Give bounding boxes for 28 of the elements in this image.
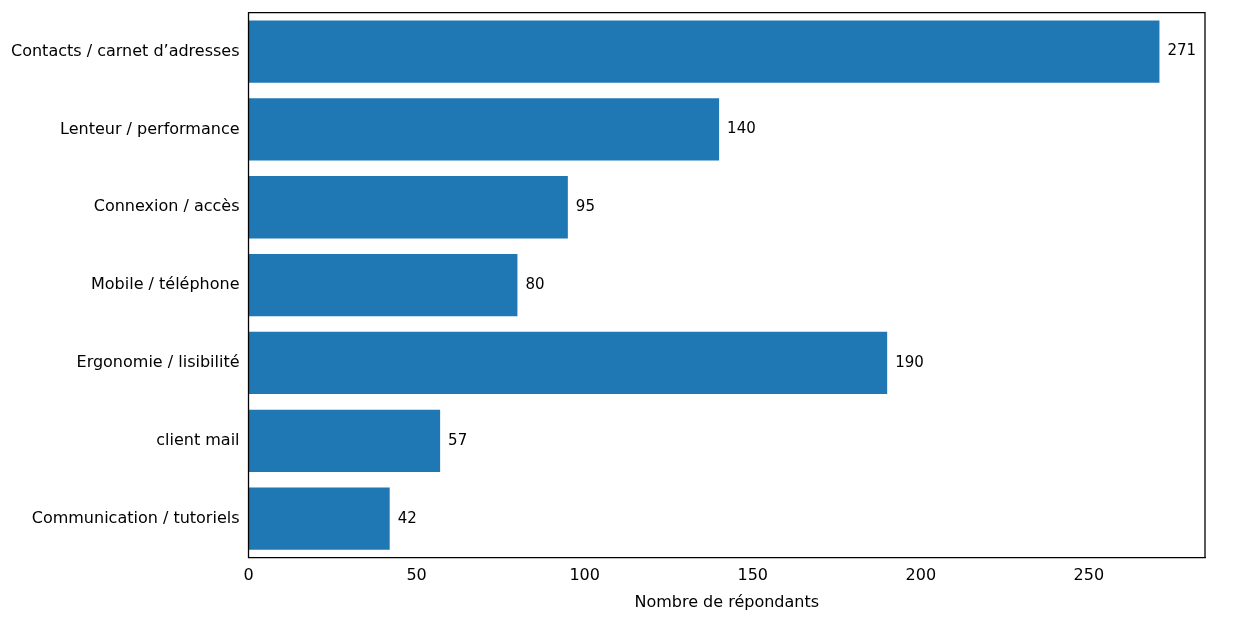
y-tick-label: Ergonomie / lisibilité xyxy=(76,352,240,372)
x-axis-title: Nombre de répondants xyxy=(634,591,820,611)
bar xyxy=(248,20,1160,83)
x-tick-label: 150 xyxy=(737,565,768,585)
bar xyxy=(248,409,441,472)
x-tick-label: 200 xyxy=(905,565,937,585)
y-tick-label: Lenteur / performance xyxy=(60,118,240,138)
y-tick-label: Connexion / accès xyxy=(93,196,240,216)
data-label: 95 xyxy=(575,197,595,216)
data-label: 57 xyxy=(448,430,468,449)
y-tick-label: client mail xyxy=(156,429,240,449)
data-label: 80 xyxy=(525,274,545,293)
y-tick-label: Communication / tutoriels xyxy=(31,507,240,527)
x-tick-label: 0 xyxy=(243,565,254,585)
data-label: 190 xyxy=(895,352,924,371)
data-label: 42 xyxy=(397,508,417,527)
data-label: 271 xyxy=(1167,41,1197,60)
y-tick-label: Mobile / téléphone xyxy=(90,274,240,294)
x-tick-label: 50 xyxy=(406,565,427,585)
data-label: 140 xyxy=(727,119,756,138)
bar xyxy=(248,98,720,161)
bar xyxy=(248,331,888,395)
bar xyxy=(248,176,568,239)
bar xyxy=(248,487,390,550)
x-tick-label: 250 xyxy=(1073,565,1105,585)
x-tick-label: 100 xyxy=(569,565,600,585)
bar xyxy=(248,253,518,317)
y-tick-label: Contacts / carnet d’adresses xyxy=(11,40,240,60)
